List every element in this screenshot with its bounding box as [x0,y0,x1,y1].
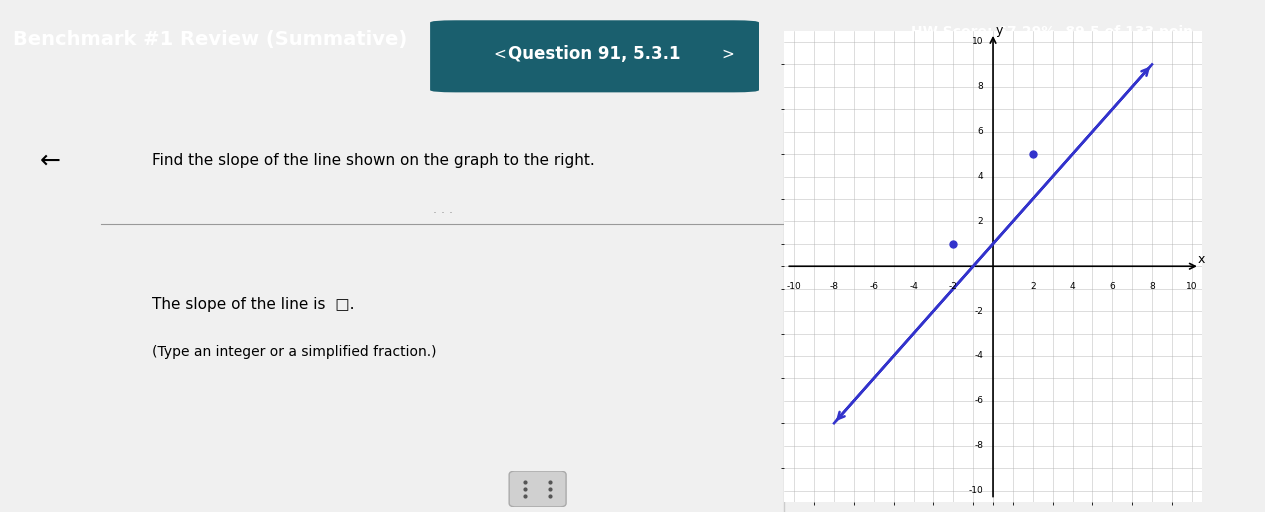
Text: -10: -10 [787,282,802,291]
Text: -10: -10 [968,486,983,495]
Text: y: y [996,24,1003,37]
Text: HW Score: 67.29%, 89.5 of 133 poin: HW Score: 67.29%, 89.5 of 133 poin [911,25,1193,38]
Text: 8: 8 [1149,282,1155,291]
FancyBboxPatch shape [509,471,565,507]
Text: 8: 8 [978,82,983,91]
Text: -6: -6 [869,282,878,291]
Text: (Type an integer or a simplified fraction.): (Type an integer or a simplified fractio… [152,345,436,359]
Text: -6: -6 [974,396,983,406]
Text: The slope of the line is  □.: The slope of the line is □. [152,297,354,312]
Text: Find the slope of the line shown on the graph to the right.: Find the slope of the line shown on the … [152,153,595,168]
Text: -4: -4 [910,282,918,291]
Text: 2: 2 [978,217,983,226]
Text: · · ·: · · · [433,207,453,221]
Text: -2: -2 [974,307,983,315]
Text: 10: 10 [972,37,983,47]
Text: >: > [721,47,734,61]
Text: <: < [493,47,506,61]
Text: 6: 6 [1109,282,1116,291]
Text: x: x [1198,253,1206,266]
Text: ←: ← [40,148,61,173]
Text: Question 91, 5.3.1: Question 91, 5.3.1 [509,45,681,63]
Text: 6: 6 [978,127,983,136]
Text: 10: 10 [1187,282,1198,291]
Text: 4: 4 [1070,282,1075,291]
Text: 4: 4 [978,172,983,181]
Text: 2: 2 [1030,282,1036,291]
Text: Benchmark #1 Review (Summative): Benchmark #1 Review (Summative) [13,30,407,49]
Text: -8: -8 [974,441,983,450]
FancyBboxPatch shape [430,20,759,92]
Text: ○  Points: 0 of 1: ○ Points: 0 of 1 [911,72,1022,86]
Text: -8: -8 [830,282,839,291]
Text: -4: -4 [974,351,983,360]
Text: -2: -2 [949,282,958,291]
